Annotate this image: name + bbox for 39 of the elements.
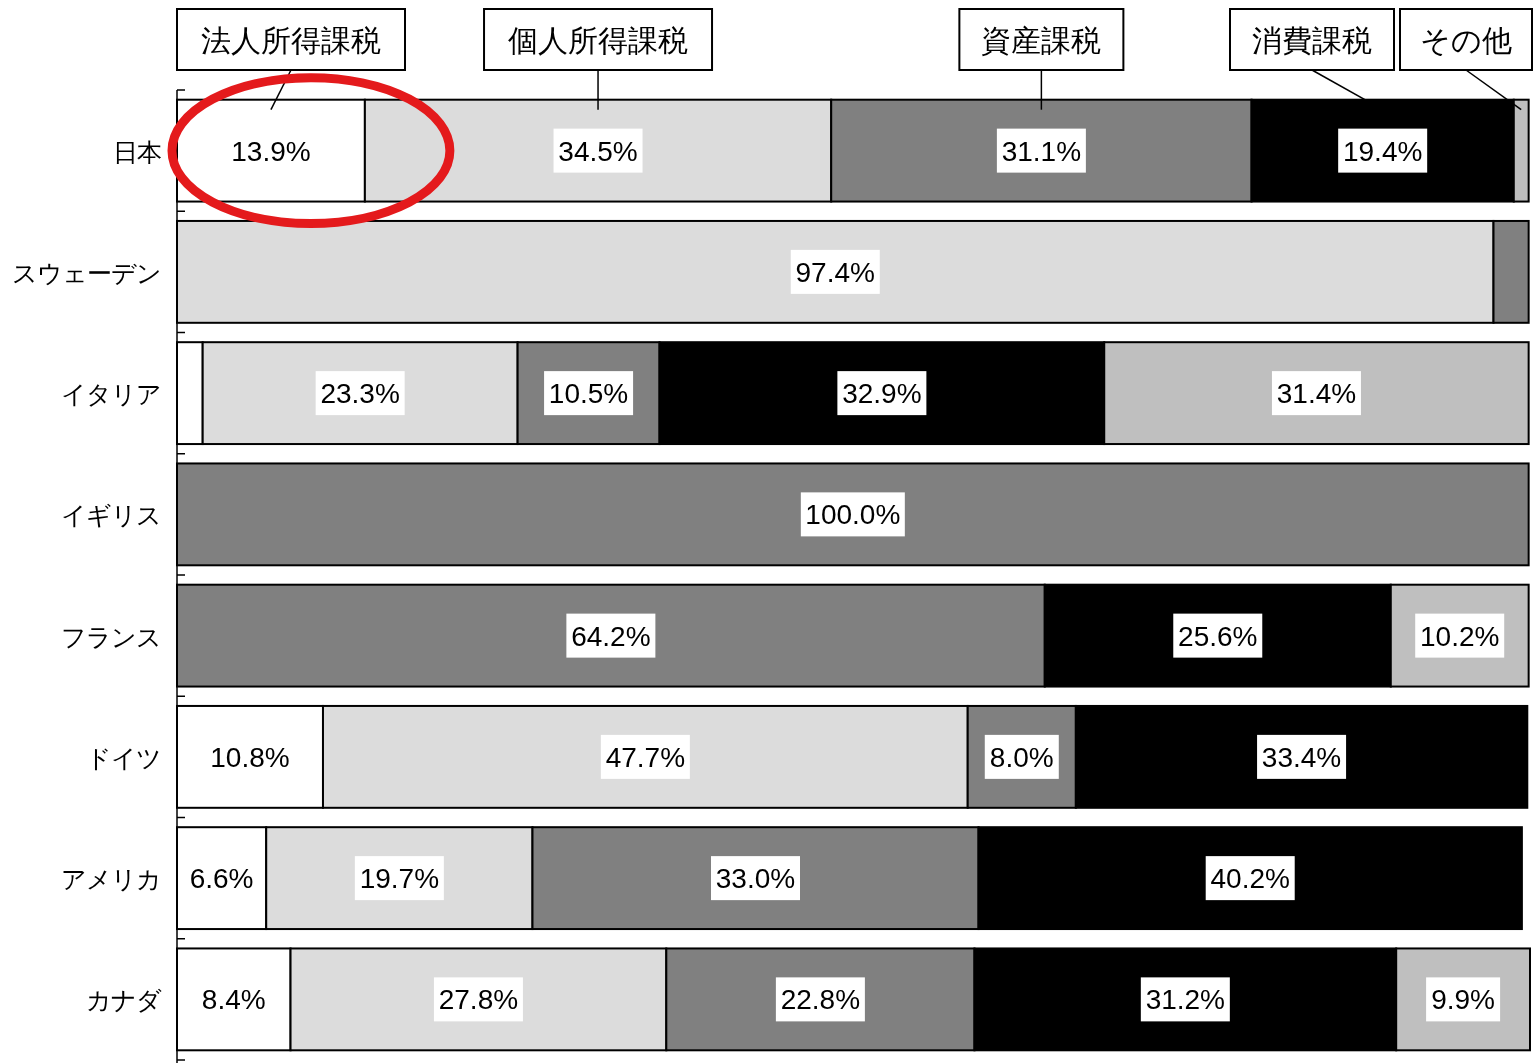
data-label: 19.4% — [1342, 135, 1423, 167]
data-label: 40.2% — [1210, 863, 1290, 895]
data-label: 47.7% — [605, 741, 686, 773]
category-label: アメリカ — [61, 865, 161, 894]
data-label: 25.6% — [1178, 620, 1258, 652]
data-label: 27.8% — [438, 984, 519, 1016]
series-label: 個人所得課税 — [508, 24, 689, 57]
data-label: 23.3% — [320, 378, 400, 410]
category-label: フランス — [61, 622, 161, 651]
data-label: 10.8% — [210, 741, 290, 773]
data-label: 31.2% — [1145, 984, 1226, 1016]
data-label: 8.0% — [989, 741, 1054, 773]
category-label: 日本 — [113, 137, 161, 166]
data-label: 64.2% — [571, 620, 651, 652]
data-label: 19.7% — [359, 863, 440, 895]
data-label: 22.8% — [780, 984, 861, 1016]
series-label: その他 — [1420, 24, 1512, 57]
data-label: 32.9% — [842, 378, 922, 410]
data-label: 100.0% — [805, 499, 901, 531]
data-label: 31.1% — [1001, 135, 1082, 167]
data-label: 6.6% — [189, 863, 254, 895]
series-label: 資産課税 — [981, 24, 1102, 57]
category-label: カナダ — [86, 986, 161, 1015]
data-label: 9.9% — [1431, 984, 1496, 1016]
data-label: 33.4% — [1261, 741, 1342, 773]
category-label: ドイツ — [86, 743, 161, 772]
data-label: 33.0% — [715, 863, 796, 895]
category-label: イギリス — [61, 501, 161, 530]
series-label: 法人所得課税 — [201, 24, 381, 57]
data-label: 8.4% — [201, 984, 266, 1016]
data-label: 10.5% — [548, 378, 629, 410]
data-label: 97.4% — [795, 256, 875, 288]
category-label: イタリア — [61, 380, 161, 409]
data-label: 31.4% — [1276, 378, 1357, 410]
data-label: 34.5% — [558, 135, 638, 167]
data-label: 10.2% — [1420, 620, 1500, 652]
category-label: スウェーデン — [12, 258, 161, 287]
data-label: 13.9% — [231, 135, 311, 167]
legend-label: 消費課税 — [1252, 24, 1372, 57]
